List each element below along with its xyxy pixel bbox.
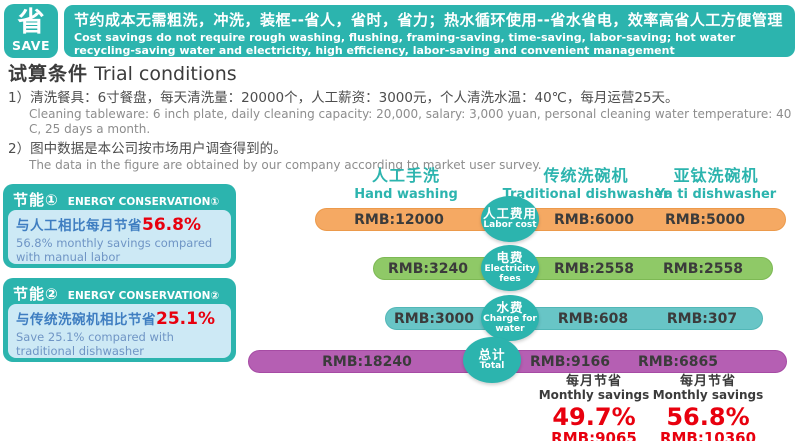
- column-header-zh: 传统洗碗机: [543, 166, 629, 185]
- energy-box-1-highlight-zh: 与人工相比每月节省: [16, 218, 142, 234]
- save-badge-english: SAVE: [11, 38, 51, 53]
- water-hand-washing-value: RMB:3000: [394, 311, 474, 327]
- energy-box-2-header: 节能② ENERGY CONSERVATION②: [3, 278, 236, 304]
- monthly-savings-amount: RMB:9065: [551, 429, 637, 441]
- energy-box-2-highlight: 与传统洗碗机相比节省25.1%: [16, 308, 223, 329]
- banner-title-chinese: 节约成本无需粗洗，冲洗，装框--省人，省时，省力；热水循环使用--省水省电，效率…: [74, 11, 783, 29]
- monthly-savings-percent: 49.7%: [552, 403, 636, 431]
- energy-box-1-header-zh: 节能①: [13, 191, 59, 209]
- labor-cost-row-label: 人工费用 Labor cost: [481, 196, 539, 242]
- energy-box-1-header: 节能① ENERGY CONSERVATION①: [3, 184, 236, 210]
- energy-box-2-body: 与传统洗碗机相比节省25.1% Save 25.1% compared with…: [8, 304, 231, 358]
- row-label-zh: 电费: [496, 250, 524, 266]
- trial-conditions-section: 试算条件 Trial conditions 1）清洗餐具：6寸餐盘，每天清洗量：…: [8, 62, 794, 173]
- column-header-zh: 人工手洗: [371, 166, 440, 185]
- labor-cost-hand-washing-value: RMB:12000: [354, 212, 444, 228]
- save-badge: 省 SAVE: [4, 4, 58, 58]
- trial-conditions-heading-en: Trial conditions: [94, 63, 237, 85]
- electricity-hand-washing-value: RMB:3240: [388, 261, 468, 277]
- electricity-yati-value: RMB:2558: [663, 261, 743, 277]
- energy-box-1-percent: 56.8%: [142, 215, 201, 235]
- condition-item-1-en: Cleaning tableware: 6 inch plate, daily …: [29, 107, 792, 136]
- water-charge-row-label: 水费 Charge for water: [481, 295, 539, 341]
- banner-title-english: Cost savings do not require rough washin…: [74, 31, 736, 58]
- condition-item-2-en: The data in the figure are obtained by o…: [29, 158, 542, 172]
- condition-item-1-zh: 1）清洗餐具：6寸餐盘，每天清洗量：20000个，人工薪资：3000元，个人清洗…: [8, 90, 679, 106]
- save-badge-chinese: 省: [17, 7, 45, 38]
- column-header-en: Ya ti dishwasher: [655, 187, 777, 202]
- energy-box-1-description: 56.8% monthly savings compared with manu…: [16, 236, 213, 264]
- trial-conditions-heading: 试算条件 Trial conditions: [8, 62, 794, 86]
- total-yati-value: RMB:6865: [638, 354, 718, 370]
- total-hand-washing-value: RMB:18240: [322, 354, 412, 370]
- energy-box-1-highlight: 与人工相比每月节省56.8%: [16, 214, 223, 235]
- row-label-zh: 总计: [478, 347, 506, 363]
- column-header-en: Traditional dishwasher: [502, 187, 670, 202]
- column-header-en: Hand washing: [354, 187, 458, 202]
- monthly-savings-amount: RMB:10360: [659, 429, 757, 441]
- total-row-label: 总计 Total: [463, 337, 521, 383]
- energy-box-1-header-en: ENERGY CONSERVATION①: [67, 196, 220, 208]
- water-traditional-value: RMB:608: [557, 311, 629, 327]
- energy-box-2-header-zh: 节能②: [13, 285, 59, 303]
- monthly-savings-percent: 56.8%: [666, 403, 750, 431]
- energy-conservation-box-2: 节能② ENERGY CONSERVATION② 与传统洗碗机相比节省25.1%…: [3, 278, 236, 362]
- row-label-zh: 人工费用: [482, 206, 537, 222]
- row-label-en: Electricity fees: [484, 264, 536, 284]
- water-yati-value: RMB:307: [666, 311, 738, 327]
- electricity-traditional-value: RMB:2558: [554, 261, 634, 277]
- column-header-zh: 亚钛洗碗机: [673, 166, 759, 185]
- monthly-savings-zh: 每月节省: [565, 374, 622, 389]
- labor-cost-traditional-value: RMB:6000: [554, 212, 634, 228]
- monthly-savings-zh: 每月节省: [679, 374, 736, 389]
- energy-box-2-percent: 25.1%: [156, 309, 215, 329]
- condition-item-2-zh: 2）图中数据是本公司按市场用户调查得到的。: [8, 141, 287, 157]
- energy-box-1-body: 与人工相比每月节省56.8% 56.8% monthly savings com…: [8, 210, 231, 264]
- water-charge-bar: [385, 307, 763, 330]
- energy-conservation-box-1: 节能① ENERGY CONSERVATION① 与人工相比每月节省56.8% …: [3, 184, 236, 268]
- energy-box-2-header-en: ENERGY CONSERVATION②: [67, 290, 220, 302]
- row-label-en: Charge for water: [483, 314, 537, 334]
- labor-cost-yati-value: RMB:5000: [665, 212, 745, 228]
- monthly-savings-en: Monthly savings: [652, 388, 764, 402]
- row-label-zh: 水费: [496, 300, 524, 316]
- monthly-savings-traditional: 每月节省 Monthly savings 49.7% RMB:9065: [509, 375, 679, 441]
- trial-conditions-heading-zh: 试算条件: [8, 63, 89, 85]
- monthly-savings-en: Monthly savings: [538, 388, 650, 402]
- labor-cost-bar: [315, 208, 786, 231]
- column-header-hand-washing: 人工手洗 Hand washing: [326, 162, 486, 202]
- electricity-fees-row-label: 电费 Electricity fees: [481, 245, 539, 291]
- electricity-fees-bar: [373, 257, 773, 280]
- row-label-en: Labor cost: [483, 220, 537, 231]
- row-label-en: Total: [479, 361, 505, 372]
- column-header-yati-dishwasher: 亚钛洗碗机 Ya ti dishwasher: [636, 162, 796, 202]
- energy-box-2-highlight-zh: 与传统洗碗机相比节省: [16, 312, 156, 328]
- energy-box-2-description: Save 25.1% compared with traditional dis…: [16, 330, 174, 358]
- total-traditional-value: RMB:9166: [530, 354, 610, 370]
- header-banner: 节约成本无需粗洗，冲洗，装框--省人，省时，省力；热水循环使用--省水省电，效率…: [64, 5, 795, 57]
- monthly-savings-yati: 每月节省 Monthly savings 56.8% RMB:10360: [623, 375, 793, 441]
- column-header-traditional-dishwasher: 传统洗碗机 Traditional dishwasher: [486, 162, 686, 202]
